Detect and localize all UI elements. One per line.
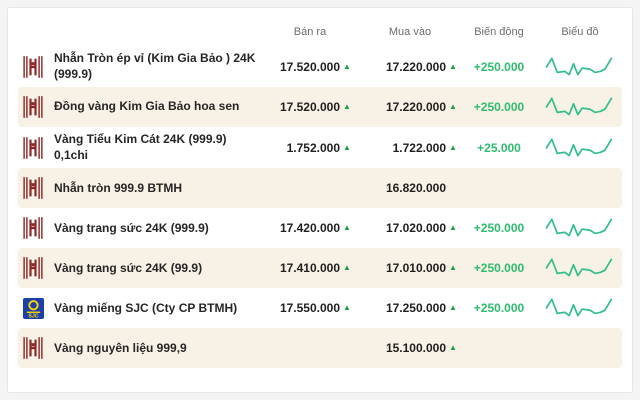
- up-arrow-icon: ▲: [449, 142, 457, 152]
- sparkline-chart: [538, 255, 622, 281]
- sell-price: 1.752.000 ▲: [266, 141, 354, 155]
- header-chart: Biểu đồ: [561, 26, 599, 38]
- product-name: Vàng Tiểu Kim Cát 24K (999.9) 0,1chi: [54, 132, 227, 162]
- up-arrow-icon: ▲: [343, 61, 351, 71]
- table-row[interactable]: Nhẫn Tròn ép vỉ (Kim Gia Bảo ) 24K (999.…: [18, 46, 622, 87]
- table-row[interactable]: Vàng trang sức 24K (99.9) 17.410.000 ▲ 1…: [18, 248, 622, 289]
- product-name: Đồng vàng Kim Gia Bảo hoa sen: [54, 99, 240, 114]
- sparkline-chart: [538, 54, 622, 80]
- change-value: +25.000: [477, 140, 521, 155]
- svg-text:SJC: SJC: [28, 314, 38, 319]
- sparkline-chart: [538, 94, 622, 120]
- up-arrow-icon: ▲: [449, 303, 457, 313]
- btmh-logo-icon: [18, 136, 46, 160]
- sell-price: 17.420.000 ▲: [266, 221, 354, 235]
- change-value: +250.000: [473, 301, 525, 316]
- table-row[interactable]: SJC Vàng miếng SJC (Cty CP BTMH) 17.550.…: [18, 288, 622, 328]
- product-name: Vàng nguyên liệu 999,9: [54, 340, 187, 355]
- buy-price: 17.220.000 ▲: [360, 100, 460, 114]
- product-name: Vàng trang sức 24K (999.9): [54, 220, 209, 235]
- price-table-body: Nhẫn Tròn ép vỉ (Kim Gia Bảo ) 24K (999.…: [18, 46, 622, 369]
- up-arrow-icon: ▲: [449, 263, 457, 273]
- buy-price: 16.820.000 ▲: [385, 181, 446, 196]
- change-value: +250.000: [473, 261, 525, 276]
- table-header-row: Bán ra Mua vào Biến động Biểu đồ: [18, 14, 622, 46]
- sell-price: 17.550.000 ▲: [266, 301, 354, 315]
- up-arrow-icon: ▲: [343, 102, 351, 112]
- btmh-logo-icon: [18, 176, 46, 200]
- up-arrow-icon: ▲: [449, 61, 457, 71]
- up-arrow-icon: ▲: [343, 142, 351, 152]
- btmh-logo-icon: [18, 95, 46, 119]
- table-row[interactable]: Vàng trang sức 24K (999.9) 17.420.000 ▲ …: [18, 208, 622, 248]
- btmh-logo-icon: [18, 216, 46, 240]
- product-name: Vàng trang sức 24K (99.9): [54, 260, 203, 275]
- up-arrow-icon: ▲: [343, 263, 351, 273]
- buy-price: 17.010.000 ▲: [360, 261, 460, 275]
- up-arrow-icon: ▲: [449, 343, 457, 353]
- buy-price: 17.020.000 ▲: [360, 221, 460, 235]
- table-row[interactable]: Vàng Tiểu Kim Cát 24K (999.9) 0,1chi 1.7…: [18, 127, 622, 168]
- sell-price: 17.410.000 ▲: [266, 261, 354, 275]
- product-name: Nhẫn tròn 999.9 BTMH: [54, 180, 183, 195]
- up-arrow-icon: ▲: [449, 102, 457, 112]
- btmh-logo-icon: [18, 55, 46, 79]
- sparkline-chart: [538, 215, 622, 241]
- buy-price: 1.722.000 ▲: [360, 141, 460, 155]
- buy-price: 15.100.000 ▲: [360, 341, 460, 355]
- sell-price: ▲: [266, 184, 354, 192]
- change-value: +250.000: [473, 100, 525, 115]
- buy-price: 17.220.000 ▲: [360, 60, 460, 74]
- up-arrow-icon: ▲: [343, 223, 351, 233]
- sell-price: ▲: [266, 344, 354, 352]
- change-value: +250.000: [473, 59, 525, 74]
- change-value: +250.000: [473, 221, 525, 236]
- table-row[interactable]: Vàng nguyên liệu 999,9 ▲ 15.100.000 ▲: [18, 328, 622, 369]
- btmh-logo-icon: [18, 256, 46, 280]
- gold-price-panel: Bán ra Mua vào Biến động Biểu đồ Nhẫn Tr…: [7, 7, 633, 393]
- sjc-logo-icon: SJC: [18, 297, 46, 319]
- header-sell: Bán ra: [293, 26, 327, 38]
- buy-price: 17.250.000 ▲: [360, 301, 460, 315]
- sell-price: 17.520.000 ▲: [266, 60, 354, 74]
- product-name: Nhẫn Tròn ép vỉ (Kim Gia Bảo ) 24K (999.…: [54, 51, 256, 81]
- sell-price: 17.520.000 ▲: [266, 100, 354, 114]
- up-arrow-icon: ▲: [449, 223, 457, 233]
- btmh-logo-icon: [18, 336, 46, 360]
- table-row[interactable]: Nhẫn tròn 999.9 BTMH ▲ 16.820.000 ▲: [18, 168, 622, 209]
- sparkline-chart: [538, 135, 622, 161]
- header-buy: Mua vào: [388, 26, 432, 38]
- sparkline-chart: [538, 295, 622, 321]
- up-arrow-icon: ▲: [343, 303, 351, 313]
- table-row[interactable]: Đồng vàng Kim Gia Bảo hoa sen 17.520.000…: [18, 87, 622, 128]
- product-name: Vàng miếng SJC (Cty CP BTMH): [54, 300, 238, 315]
- header-change: Biến động: [474, 26, 524, 38]
